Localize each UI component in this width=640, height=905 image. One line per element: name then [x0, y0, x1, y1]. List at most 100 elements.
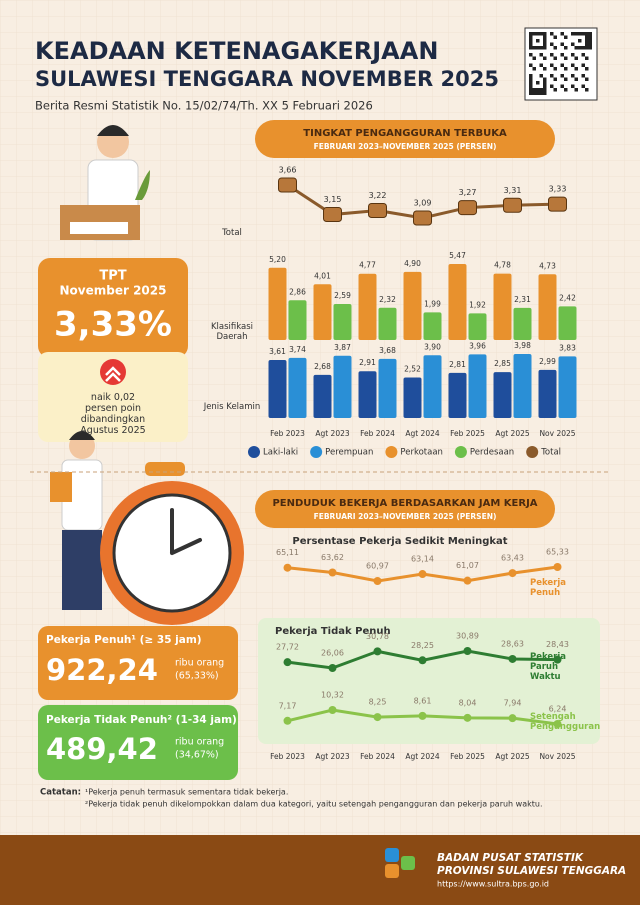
x-tick-label: Agt 2023 [315, 429, 350, 438]
qr-cell [574, 46, 578, 50]
worker-title: Pekerja Penuh¹ (≥ 35 jam) [46, 634, 202, 646]
tpt-note-line: Agustus 2025 [80, 425, 146, 436]
value-label: 61,07 [456, 561, 479, 570]
value-label: 63,62 [321, 553, 344, 562]
qr-cell [585, 88, 589, 92]
value-label: 28,43 [546, 640, 569, 649]
section-title: TINGKAT PENGANGGURAN TERBUKA [303, 128, 507, 139]
marker [328, 706, 337, 714]
x-tick-label: Feb 2023 [270, 752, 305, 761]
qr-cell [571, 84, 575, 88]
value-label: 26,06 [321, 649, 344, 658]
bar [558, 306, 577, 340]
qr-cell [539, 91, 543, 95]
bar [558, 356, 577, 418]
x-tick-label: Feb 2023 [270, 429, 305, 438]
qr-cell [581, 46, 585, 50]
bar [333, 355, 352, 418]
marker [508, 569, 517, 578]
value-label: 4,73 [539, 261, 556, 270]
bar [333, 304, 352, 340]
qr-cell [529, 35, 533, 39]
qr-cell [585, 56, 589, 60]
worker-unit: ribu orang [175, 658, 224, 669]
qr-cell [588, 35, 592, 39]
qr-cell [564, 56, 568, 60]
value-label: 3,87 [334, 343, 351, 352]
marker [418, 656, 427, 665]
x-tick-label: Feb 2025 [450, 429, 485, 438]
qr-cell [529, 91, 533, 95]
qr-cell [532, 32, 536, 36]
tpt-label: November 2025 [60, 284, 167, 298]
marker [508, 654, 517, 663]
series-label: Pekerja Penuh [530, 578, 566, 598]
marker [368, 202, 387, 218]
legend-label: Perkotaan [400, 448, 443, 458]
legend-swatch [310, 446, 323, 458]
qr-cell [536, 39, 540, 43]
qr-cell [585, 77, 589, 81]
row-label: Total [222, 228, 242, 238]
qr-cell [543, 56, 547, 60]
bar [378, 358, 397, 418]
value-label: 7,94 [504, 699, 522, 708]
bar [358, 371, 377, 418]
panel-title: Pekerja Tidak Penuh [275, 626, 391, 637]
qr-cell [529, 39, 533, 43]
value-label: 28,63 [501, 639, 524, 648]
value-label: 3,15 [324, 195, 342, 204]
value-label: 3,31 [504, 186, 522, 195]
qr-cell [588, 46, 592, 50]
qr-cell [574, 88, 578, 92]
x-tick-label: Nov 2025 [539, 429, 575, 438]
illustration [50, 431, 244, 625]
qr-cell [539, 32, 543, 36]
qr-cell [553, 35, 557, 39]
value-label: 2,68 [314, 362, 331, 371]
illustration [60, 125, 150, 241]
qr-cell [543, 35, 547, 39]
value-label: 2,32 [379, 295, 396, 304]
qr-cell [571, 74, 575, 78]
qr-cell [578, 32, 582, 36]
bar [493, 372, 512, 418]
qr-cell [532, 56, 536, 60]
qr-cell [585, 39, 589, 43]
qr-cell [543, 84, 547, 88]
value-label: 2,99 [539, 357, 556, 366]
legend-swatch [454, 446, 467, 458]
bar [538, 369, 557, 418]
marker [418, 570, 427, 579]
qr-cell [539, 88, 543, 92]
bar [403, 377, 422, 418]
bar [288, 300, 307, 340]
marker [413, 210, 432, 226]
value-label: 3,98 [514, 341, 531, 350]
qr-cell [588, 42, 592, 46]
notes-label: Catatan: [40, 788, 81, 798]
legend-swatch [248, 446, 260, 458]
worker-value: 922,24 [46, 653, 158, 687]
worker-share: (34,67%) [175, 750, 219, 761]
value-label: 3,90 [424, 342, 441, 351]
qr-cell [550, 42, 554, 46]
value-label: 3,96 [469, 341, 486, 350]
worker-share: (65,33%) [175, 671, 219, 682]
value-label: 2,59 [334, 291, 351, 300]
note: ²Pekerja tidak penuh dikelompokkan dalam… [85, 800, 543, 809]
bar [468, 354, 487, 418]
value-label: 63,43 [501, 554, 524, 563]
legend-label: Perdesaan [470, 448, 514, 458]
qr-cell [581, 32, 585, 36]
series-label: Setengah Pengangguran [530, 712, 600, 732]
legend-label: Total [540, 448, 561, 458]
qr-cell [550, 74, 554, 78]
value-label: 60,97 [366, 562, 389, 571]
footer [0, 835, 640, 905]
title: KEADAAN KETENAGAKERJAAN [35, 37, 438, 65]
x-tick-label: Agt 2025 [495, 752, 530, 761]
qr-cell [529, 84, 533, 88]
